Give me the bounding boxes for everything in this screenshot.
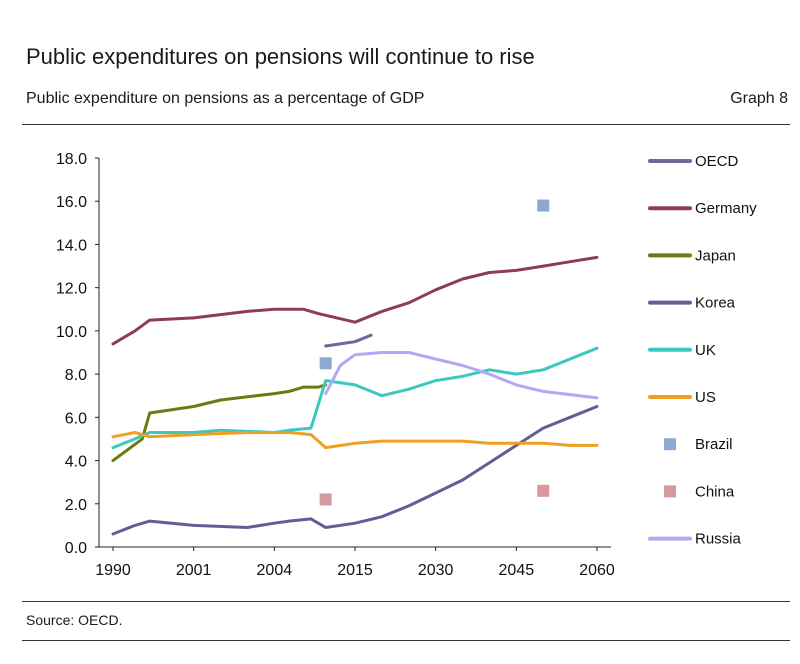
x-tick-label: 2004 (257, 562, 293, 579)
footer-rule-bottom (22, 640, 790, 641)
y-tick-label: 16.0 (56, 194, 87, 211)
y-tick-label: 8.0 (65, 367, 87, 384)
y-tick-label: 12.0 (56, 281, 87, 298)
y-tick-label: 0.0 (65, 540, 87, 557)
series-line-uk (111, 346, 599, 450)
graph-number: Graph 8 (730, 90, 788, 107)
legend-label-uk: UK (695, 342, 716, 359)
legend-swatch-brazil (664, 438, 676, 451)
x-tick-label: 2015 (337, 562, 373, 579)
line-chart: 0.0 2.0 4.0 6.0 8.0 10.0 12.0 14.0 16.0 18.0 1990 2… (56, 151, 757, 579)
legend-label-china: China (695, 483, 735, 500)
legend-label-russia: Russia (695, 531, 742, 548)
legend-label-us: US (695, 389, 716, 406)
series-line-oecd (324, 333, 373, 348)
page-title: Public expenditures on pensions will con… (26, 44, 535, 69)
series-line-us (111, 431, 599, 450)
series-marker-china (537, 484, 550, 497)
series-line-korea (111, 405, 599, 536)
footer-rule-top (22, 601, 790, 602)
y-tick-label: 2.0 (65, 497, 87, 514)
x-tick-label: 2060 (579, 562, 615, 579)
legend-label-oecd: OECD (695, 153, 739, 170)
x-tick-label: 1990 (95, 562, 131, 579)
header-rule (22, 124, 790, 125)
y-tick-label: 10.0 (56, 324, 87, 341)
legend-label-brazil: Brazil (695, 436, 733, 453)
series-line-russia (324, 351, 599, 400)
y-tick-label: 6.0 (65, 410, 87, 427)
legend-label-japan: Japan (695, 247, 736, 264)
y-tick-label: 14.0 (56, 237, 87, 254)
series-line-japan (111, 383, 328, 463)
page-subtitle: Public expenditure on pensions as a perc… (26, 90, 425, 107)
y-tick-label: 18.0 (56, 151, 87, 168)
x-tick-label: 2045 (499, 562, 535, 579)
source-note: Source: OECD. (26, 612, 123, 628)
x-tick-label: 2001 (176, 562, 212, 579)
legend-label-korea: Korea (695, 295, 736, 312)
y-tick-label: 4.0 (65, 454, 87, 471)
series-marker-brazil (319, 357, 332, 370)
legend-label-germany: Germany (695, 200, 757, 217)
series-line-germany (111, 255, 599, 346)
x-tick-label: 2030 (418, 562, 454, 579)
series-marker-china (319, 493, 332, 506)
series-marker-brazil (537, 199, 550, 212)
legend-swatch-china (664, 485, 676, 498)
